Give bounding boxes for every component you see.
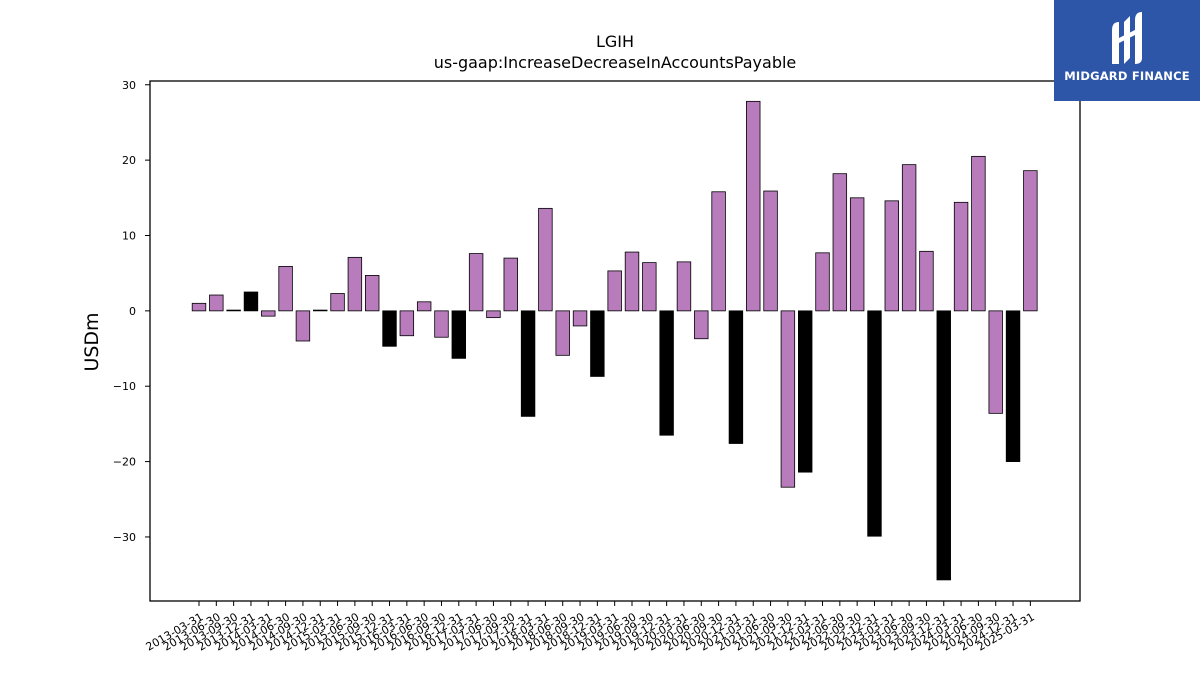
bar bbox=[295, 310, 311, 342]
bar bbox=[261, 310, 276, 317]
logo-text: MIDGARD FINANCE bbox=[1064, 69, 1190, 83]
bar bbox=[590, 310, 605, 377]
bar bbox=[832, 173, 848, 312]
bar bbox=[572, 310, 588, 327]
bar bbox=[936, 310, 951, 581]
bar bbox=[780, 310, 796, 488]
bar bbox=[382, 310, 397, 347]
bar bbox=[711, 191, 726, 312]
bar bbox=[763, 190, 778, 312]
bar bbox=[798, 310, 813, 473]
chart-title: LGIH bbox=[596, 32, 634, 51]
bar bbox=[243, 291, 259, 312]
midgard-m-mark-icon bbox=[1112, 12, 1142, 64]
y-tick-label: 20 bbox=[122, 154, 136, 167]
bar bbox=[347, 256, 363, 312]
plot-area: 3020100−10−20−302013-03-312013-06-302013… bbox=[113, 79, 1038, 654]
bar bbox=[728, 310, 744, 444]
bar bbox=[746, 100, 761, 312]
bar bbox=[451, 310, 467, 359]
bar bbox=[1023, 170, 1038, 312]
y-axis-label: USDm bbox=[81, 312, 103, 371]
y-tick-label: −30 bbox=[113, 531, 136, 544]
bar bbox=[503, 257, 518, 312]
bar bbox=[659, 310, 674, 436]
bar bbox=[399, 310, 415, 337]
bar bbox=[538, 207, 553, 312]
bar bbox=[884, 200, 900, 312]
bar bbox=[971, 155, 986, 312]
bar bbox=[624, 251, 640, 312]
bar bbox=[988, 310, 1003, 414]
bar bbox=[468, 253, 484, 312]
bar bbox=[209, 294, 224, 312]
bar bbox=[486, 310, 501, 319]
bar bbox=[278, 265, 293, 312]
bar bbox=[191, 302, 207, 312]
y-tick-label: 30 bbox=[122, 79, 136, 92]
y-tick-label: 0 bbox=[129, 305, 136, 318]
bar bbox=[434, 310, 449, 338]
bar bbox=[867, 310, 882, 537]
bar bbox=[520, 310, 536, 417]
bar bbox=[815, 252, 830, 312]
bar bbox=[642, 262, 657, 312]
bar bbox=[416, 301, 432, 312]
bar bbox=[226, 309, 241, 312]
bar bbox=[953, 201, 969, 312]
bar bbox=[607, 270, 622, 312]
bar bbox=[313, 309, 328, 312]
bar bbox=[694, 310, 709, 340]
bar bbox=[555, 310, 570, 356]
plot-frame bbox=[149, 80, 1081, 602]
bar bbox=[849, 197, 865, 312]
bar bbox=[919, 250, 934, 312]
bar bbox=[1005, 310, 1021, 462]
y-tick-label: 10 bbox=[122, 229, 136, 242]
bar bbox=[676, 261, 692, 312]
bar bbox=[901, 164, 917, 312]
y-tick-label: −10 bbox=[113, 380, 136, 393]
y-tick-label: −20 bbox=[113, 456, 136, 469]
chart-subtitle: us-gaap:IncreaseDecreaseInAccountsPayabl… bbox=[434, 53, 797, 72]
midgard-finance-logo: MIDGARD FINANCE bbox=[1054, 0, 1200, 101]
bar bbox=[330, 293, 345, 312]
bar bbox=[364, 275, 380, 312]
